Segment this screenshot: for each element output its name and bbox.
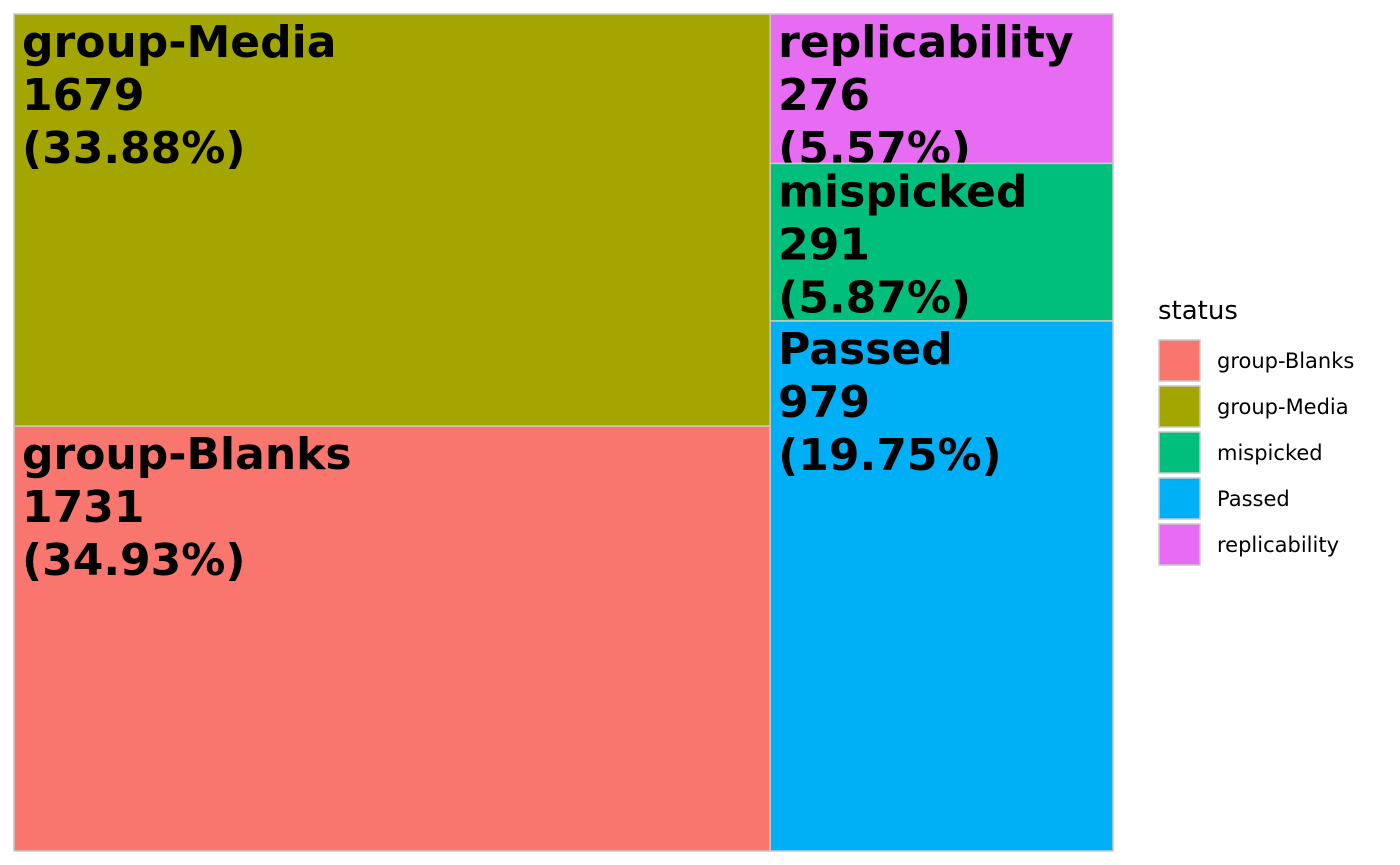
tile-rect-group-media [13,13,771,427]
tile-name-label: group-Media [22,17,336,68]
tile-count-label: 1679 [22,70,144,121]
legend-label-passed: Passed [1217,487,1290,511]
legend-label-group-media: group-Media [1217,395,1349,419]
tile-count-label: 276 [778,70,870,121]
legend-title: status [1158,296,1238,326]
legend-label-group-blanks: group-Blanks [1217,349,1354,373]
legend-item-passed: Passed [1158,477,1290,520]
legend-item-group-blanks: group-Blanks [1158,339,1354,382]
tile-rect-mispicked [769,162,1114,322]
treemap-tiles: group-Media1679(33.88%)group-Blanks1731(… [13,13,1114,852]
tile-name-label: group-Blanks [22,429,352,480]
legend-key-passed [1158,477,1201,520]
legend-key-replicability [1158,523,1201,566]
tile-name-label: mispicked [778,166,1027,217]
legend-label-mispicked: mispicked [1217,441,1323,465]
tile-percent-label: (33.88%) [22,123,245,174]
tile-rect-passed [769,320,1114,852]
legend-key-group-blanks [1158,339,1201,382]
legend-item-replicability: replicability [1158,523,1339,566]
legend-items: group-Blanks group-Media mispicked Passed re… [1158,339,1354,566]
tile-name-label: replicability [778,17,1073,68]
tile-rect-group-blanks [13,425,771,852]
tile-count-label: 291 [778,219,870,270]
tile-percent-label: (19.75%) [778,430,1001,481]
tile-count-label: 1731 [22,482,144,533]
tile-percent-label: (5.87%) [778,272,971,323]
tile-count-label: 979 [778,377,870,428]
tile-rect-replicability [769,13,1114,165]
legend-key-mispicked [1158,431,1201,474]
tile-name-label: Passed [778,324,952,375]
tile-percent-label: (34.93%) [22,535,245,586]
legend-item-group-media: group-Media [1158,385,1349,428]
legend-item-mispicked: mispicked [1158,431,1323,474]
legend: status group-Blanks group-Media mispicked P… [1158,296,1354,566]
legend-label-replicability: replicability [1217,533,1339,557]
legend-key-group-media [1158,385,1201,428]
